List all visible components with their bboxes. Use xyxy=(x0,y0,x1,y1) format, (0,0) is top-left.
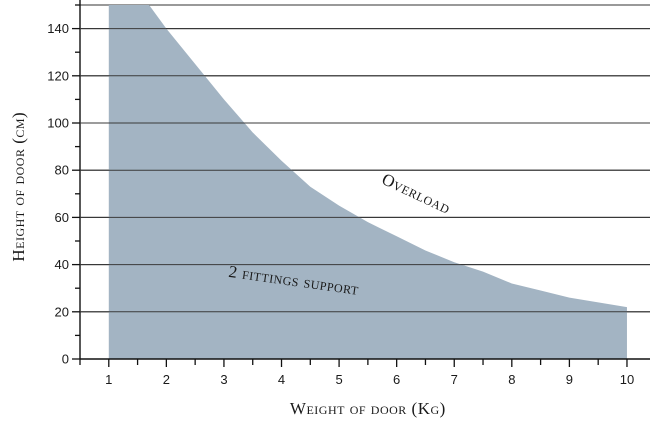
y-tick-label: 120 xyxy=(47,68,69,83)
y-tick-label: 80 xyxy=(55,163,69,178)
y-tick-label: 60 xyxy=(55,210,69,225)
y-axis-ticks: 0 20 40 60 80 100 120 140 xyxy=(47,4,80,367)
supported-area xyxy=(108,5,627,359)
x-tick-label: 10 xyxy=(620,372,634,387)
axes xyxy=(79,0,650,360)
grid-overlay xyxy=(80,28,650,313)
y-tick-label: 100 xyxy=(47,116,69,131)
y-axis-title: Height of door (cm) xyxy=(9,112,28,262)
x-axis-ticks: 1 2 3 4 5 6 7 8 9 10 xyxy=(79,359,634,387)
x-tick-label: 5 xyxy=(335,372,342,387)
x-tick-label: 8 xyxy=(508,372,515,387)
x-tick-label: 1 xyxy=(105,372,112,387)
y-tick-label: 20 xyxy=(55,304,69,319)
x-tick-label: 2 xyxy=(163,372,170,387)
x-axis-title: Weight of door (Kg) xyxy=(290,399,446,418)
x-tick-label: 4 xyxy=(278,372,285,387)
x-tick-label: 6 xyxy=(393,372,400,387)
overload-label: Overload xyxy=(379,169,454,217)
x-tick-label: 7 xyxy=(451,372,458,387)
y-tick-label: 40 xyxy=(55,257,69,272)
y-tick-label: 0 xyxy=(62,352,69,367)
x-tick-label: 3 xyxy=(220,372,227,387)
x-tick-label: 9 xyxy=(566,372,573,387)
y-tick-label: 140 xyxy=(47,21,69,36)
